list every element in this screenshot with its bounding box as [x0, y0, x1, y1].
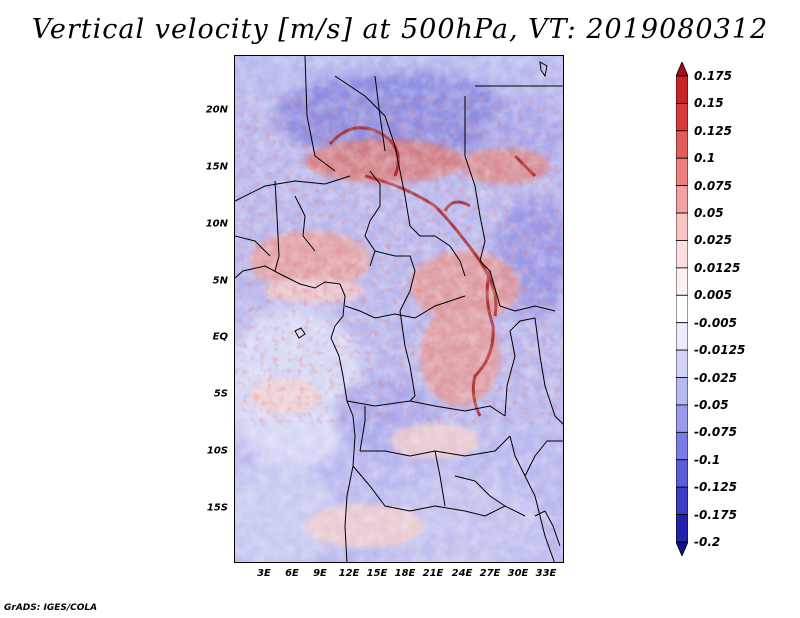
- colorbar-label: 0.0125: [694, 260, 741, 275]
- colorbar-segment: [676, 486, 688, 515]
- colorbar-label: 0.125: [694, 123, 732, 138]
- colorbar: [676, 62, 688, 556]
- colorbar-label: -0.175: [694, 507, 737, 522]
- lon-tick-27e: 27E: [479, 568, 501, 579]
- colorbar-label: 0.1: [694, 151, 716, 166]
- colorbar-label: -0.025: [694, 370, 737, 385]
- colorbar-segment: [676, 459, 688, 488]
- colorbar-label: -0.0125: [694, 343, 746, 358]
- colorbar-label: 0.025: [694, 233, 732, 248]
- colorbar-segment: [676, 404, 688, 433]
- lon-tick-21e: 21E: [422, 568, 444, 579]
- colorbar-label: -0.05: [694, 397, 729, 412]
- lon-tick-6e: 6E: [285, 568, 299, 579]
- colorbar-segment: [676, 240, 688, 269]
- colorbar-label: 0.075: [694, 178, 732, 193]
- colorbar-label: -0.1: [694, 452, 721, 467]
- colorbar-label: 0.175: [694, 69, 732, 83]
- colorbar-label: 0.005: [694, 288, 732, 303]
- lon-tick-24e: 24E: [451, 568, 473, 579]
- colorbar-segment: [676, 185, 688, 214]
- lon-tick-3e: 3E: [257, 568, 271, 579]
- colorbar-segment: [676, 431, 688, 461]
- lon-tick-15e: 15E: [366, 568, 388, 579]
- velocity-field: [235, 56, 563, 562]
- colorbar-label: -0.2: [694, 535, 721, 549]
- lon-tick-9e: 9E: [313, 568, 327, 579]
- colorbar-segment: [676, 75, 688, 104]
- colorbar-label: 0.05: [694, 206, 724, 221]
- colorbar-segment-bottom: [676, 541, 688, 556]
- colorbar-segment: [676, 322, 688, 351]
- lon-tick-33e: 33E: [535, 568, 557, 579]
- velocity-map-panel: [234, 55, 564, 563]
- lat-tick-5n: 5N: [212, 275, 228, 287]
- colorbar-label: -0.075: [694, 425, 737, 440]
- colorbar-label: -0.005: [694, 315, 737, 330]
- colorbar-segment: [676, 157, 688, 187]
- colorbar-segment: [676, 212, 688, 241]
- map-title: Vertical velocity [m/s] at 500hPa, VT: 2…: [31, 14, 769, 45]
- grads-credit: GrADS: IGES/COLA: [4, 603, 98, 613]
- colorbar-segment: [676, 103, 688, 132]
- lat-tick-20n: 20N: [205, 104, 228, 116]
- colorbar-label: 0.15: [694, 96, 724, 111]
- colorbar-segment: [676, 514, 688, 543]
- lat-tick-eq: EQ: [212, 331, 228, 343]
- colorbar-label: -0.125: [694, 480, 737, 495]
- lat-tick-10n: 10N: [205, 218, 228, 230]
- colorbar-segment: [676, 267, 688, 296]
- colorbar-segment: [676, 349, 688, 378]
- lat-tick-15n: 15N: [205, 161, 228, 173]
- lon-tick-12e: 12E: [338, 568, 360, 579]
- colorbar-segment-top: [676, 62, 688, 77]
- colorbar-segment: [676, 377, 688, 406]
- colorbar-segment: [676, 130, 688, 159]
- lon-tick-30e: 30E: [507, 568, 529, 579]
- lat-tick-10s: 10S: [206, 445, 228, 457]
- lat-tick-15s: 15S: [206, 502, 228, 514]
- colorbar-segment: [676, 294, 688, 324]
- lat-tick-5s: 5S: [213, 388, 228, 400]
- lon-tick-18e: 18E: [394, 568, 416, 579]
